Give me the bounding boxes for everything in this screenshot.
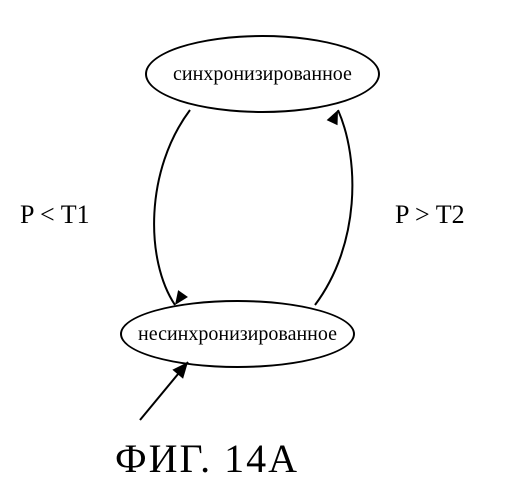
edge-left-arc: [154, 110, 190, 305]
state-node-unsynchronized: несинхронизированное: [120, 300, 355, 368]
state-label-unsynchronized: несинхронизированное: [138, 323, 337, 346]
edge-initial-line: [140, 362, 188, 420]
edge-label-right: P > T2: [395, 200, 465, 230]
arrowhead-right: [327, 107, 344, 125]
state-label-synchronized: синхронизированное: [173, 63, 352, 86]
edge-right-arc: [315, 110, 352, 305]
state-node-synchronized: синхронизированное: [145, 35, 380, 113]
figure-caption: ФИГ. 14А: [115, 435, 299, 482]
edge-label-left: P < T1: [20, 200, 90, 230]
